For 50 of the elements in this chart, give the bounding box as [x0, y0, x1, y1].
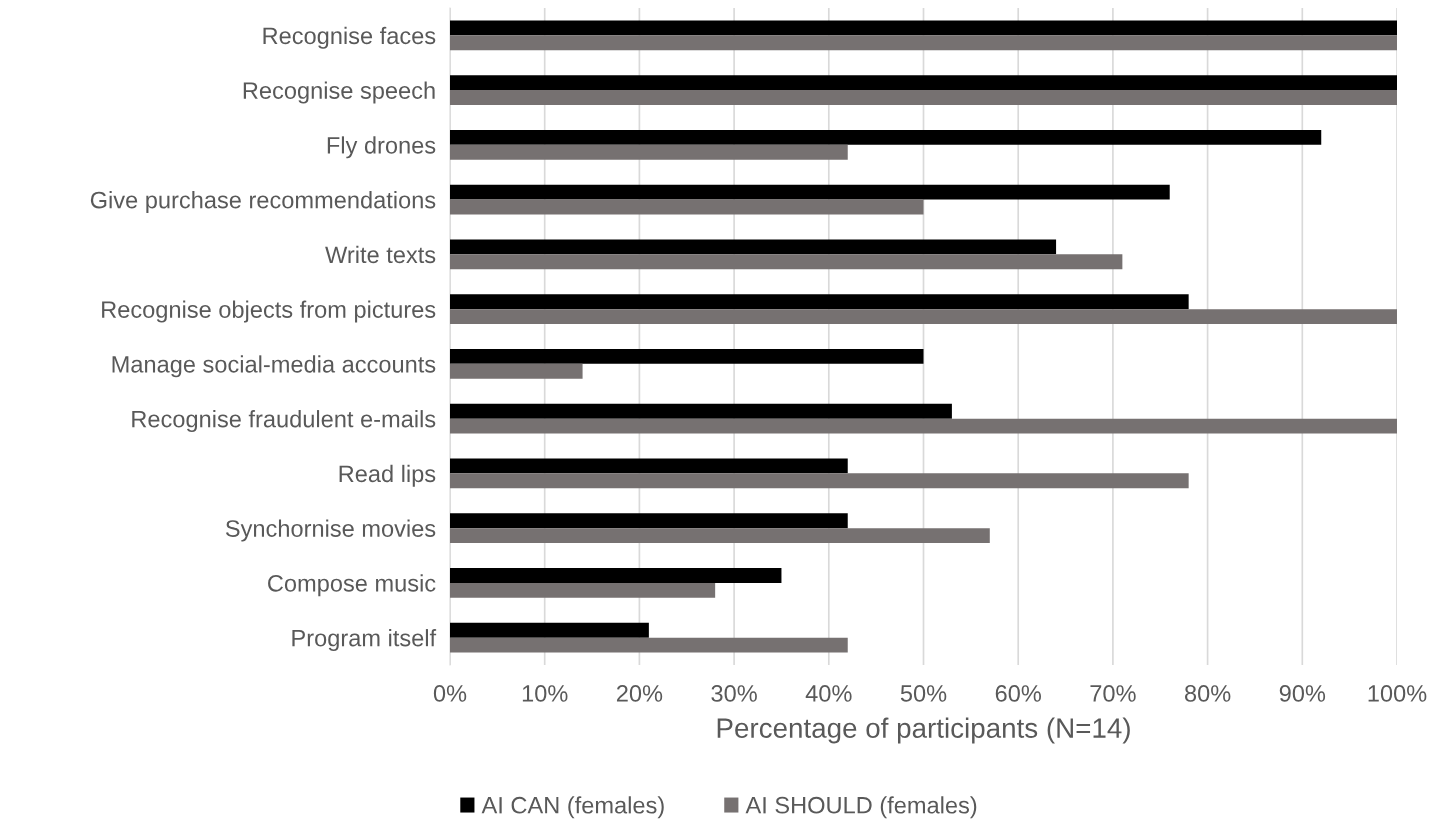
- bar: [450, 144, 848, 160]
- bar: [450, 363, 583, 379]
- bar: [450, 349, 924, 364]
- bar: [450, 637, 848, 653]
- y-tick-label: Write texts: [325, 245, 436, 264]
- bar: [450, 239, 1057, 255]
- x-tick-label: 100%: [1368, 685, 1427, 702]
- x-tick-label: 70%: [1090, 685, 1136, 702]
- bar: [450, 473, 1189, 489]
- bar: [450, 184, 1170, 200]
- y-tick-label: Recognise speech: [243, 81, 435, 104]
- x-tick-label: 20%: [616, 685, 663, 702]
- y-tick-label: Recognise fraudulent e-mails: [132, 410, 436, 433]
- bar: [450, 199, 924, 215]
- x-tick-label: 90%: [1279, 685, 1326, 702]
- x-tick-label: 30%: [711, 685, 757, 702]
- y-tick-label: Read lips: [339, 464, 436, 487]
- bar: [450, 254, 1123, 270]
- bar: [450, 622, 649, 638]
- x-tick-label: 10%: [522, 685, 568, 702]
- bar: [450, 130, 1322, 145]
- y-tick-label: Recognise faces: [263, 26, 436, 49]
- bar: [450, 20, 1397, 36]
- bar: [450, 528, 990, 543]
- legend-label: AI SHOULD (females): [745, 796, 977, 819]
- x-tick-label: 50%: [900, 685, 947, 702]
- y-tick-label: Program itself: [292, 629, 437, 652]
- bar: [450, 75, 1397, 91]
- bar: [450, 403, 952, 419]
- y-tick-label: Give purchase recommendations: [90, 191, 436, 214]
- y-tick-label: Manage social-media accounts: [112, 355, 436, 378]
- bar: [450, 90, 1397, 105]
- bar: [450, 513, 848, 529]
- x-tick-label: 40%: [805, 685, 852, 702]
- y-tick-label: Recognise objects from pictures: [102, 300, 436, 323]
- x-axis-title: Percentage of participants (N=14): [717, 717, 1130, 744]
- bar: [450, 35, 1397, 51]
- y-tick-label: Synchornise movies: [225, 519, 436, 542]
- bar: [450, 418, 1397, 434]
- bar: [450, 309, 1397, 324]
- y-tick-label: Compose music: [268, 574, 436, 597]
- bar: [450, 458, 848, 474]
- bar: [450, 294, 1189, 310]
- x-tick-label: 60%: [995, 685, 1041, 702]
- y-tick-label: Fly drones: [327, 136, 436, 159]
- x-tick-label: 0%: [433, 685, 467, 702]
- x-tick-label: 80%: [1185, 685, 1231, 702]
- legend-label: AI CAN (females): [481, 796, 664, 819]
- bar: [450, 568, 782, 583]
- bar: [450, 582, 716, 598]
